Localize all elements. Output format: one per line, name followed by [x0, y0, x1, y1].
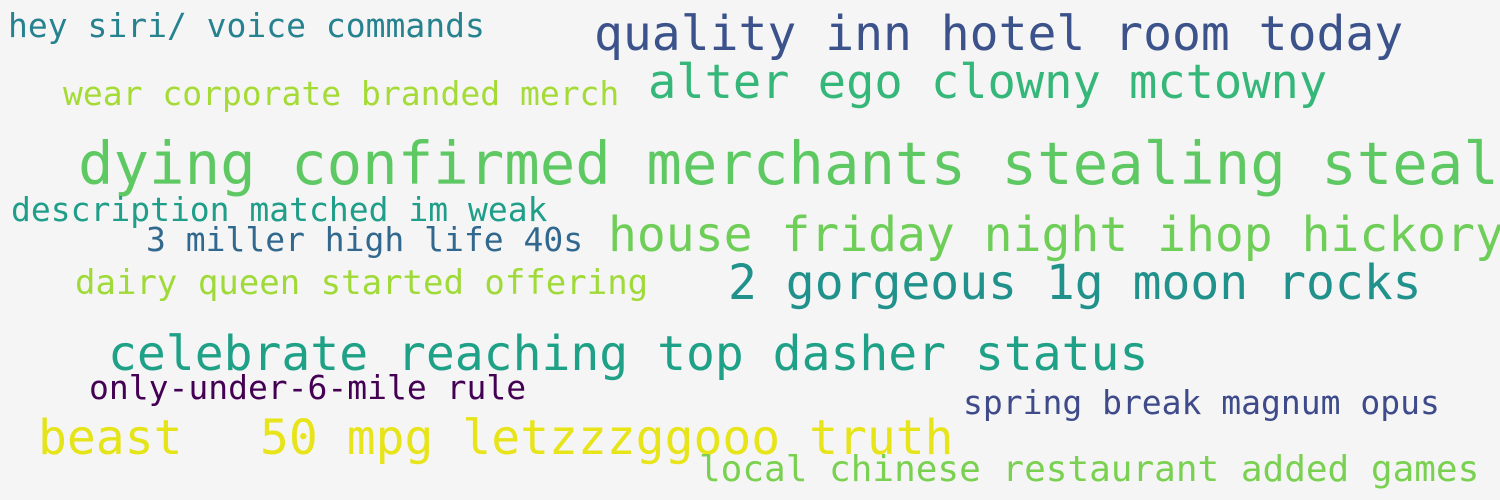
- cloud-phrase: dying confirmed merchants stealing steal…: [78, 129, 1500, 198]
- cloud-phrase: 2 gorgeous 1g moon rocks: [728, 255, 1422, 311]
- cloud-phrase: only-under-6-mile rule: [89, 368, 527, 407]
- cloud-phrase: wear corporate branded merch: [63, 74, 620, 113]
- cloud-phrase: alter ego clowny mctowny: [648, 55, 1328, 110]
- cloud-phrase: house friday night ihop hickory: [608, 207, 1500, 263]
- cloud-phrase: local chinese restaurant added games: [699, 449, 1480, 490]
- cloud-phrase: 50 mpg letzzzggooo truth: [260, 410, 954, 466]
- cloud-phrase: quality inn hotel room today: [594, 6, 1404, 62]
- cloud-phrase: 3 miller high life 40s: [146, 220, 584, 259]
- cloud-phrase: celebrate reaching top dasher status: [108, 326, 1149, 382]
- cloud-phrase: spring break magnum opus: [963, 383, 1440, 422]
- cloud-phrase: hey siri/ voice commands: [8, 6, 485, 45]
- cloud-phrase: beast: [38, 410, 183, 466]
- cloud-phrase: dairy queen started offering: [75, 263, 649, 303]
- cloud-phrase: description matched im weak: [11, 190, 548, 229]
